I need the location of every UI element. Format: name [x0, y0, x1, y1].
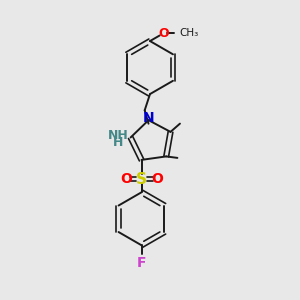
Text: F: F: [137, 256, 146, 271]
Text: NH: NH: [108, 129, 129, 142]
Text: O: O: [120, 172, 132, 186]
Text: O: O: [158, 27, 169, 40]
Text: O: O: [151, 172, 163, 186]
Text: H: H: [113, 136, 123, 149]
Text: CH₃: CH₃: [179, 28, 199, 38]
Text: S: S: [136, 172, 147, 187]
Text: N: N: [143, 111, 154, 125]
